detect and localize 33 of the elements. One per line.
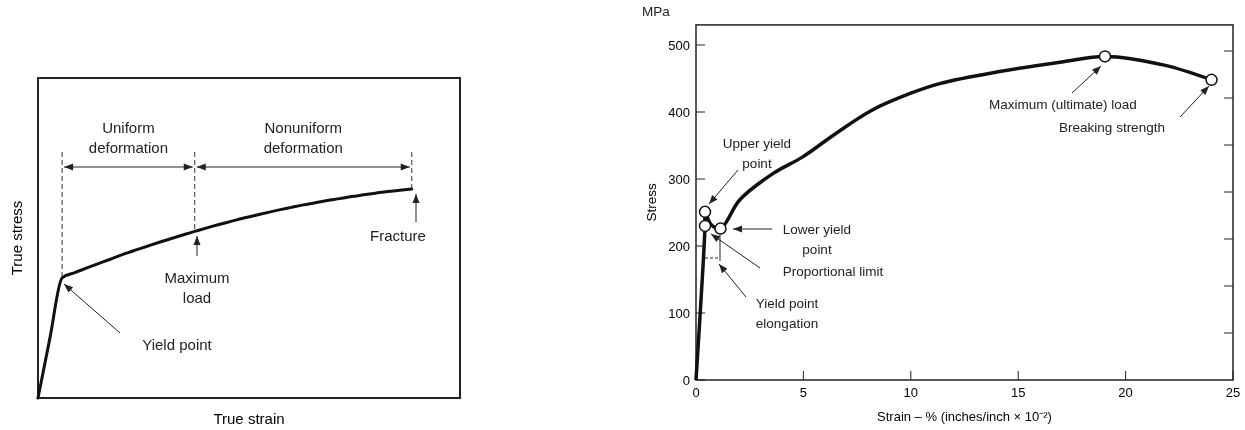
point	[698, 219, 712, 233]
x-tick-label: 25	[1225, 385, 1241, 400]
x-tick-label: 10	[903, 385, 919, 400]
annotation: Yield point elongation	[755, 296, 819, 331]
x-tick-label: 15	[1010, 385, 1026, 400]
text: Nonuniform deformation	[263, 119, 343, 156]
y-axis-title: True stress	[8, 200, 25, 276]
y-axis-title: Stress	[644, 183, 659, 222]
y-tick-label: 0	[682, 373, 690, 388]
annotation: Maximum (ultimate) load	[989, 97, 1137, 112]
point	[714, 222, 727, 235]
y-tick-label: 400	[668, 105, 690, 120]
annotation: Maximum load	[164, 269, 230, 306]
annotation: Breaking strength	[1059, 120, 1165, 135]
y-tick-label: 200	[668, 239, 690, 254]
x-tick-label: 20	[1118, 385, 1133, 400]
x-tick-label: 0	[692, 385, 700, 400]
x-axis-title: True strain	[213, 410, 285, 427]
point	[1098, 50, 1112, 63]
annotation: Upper yield point	[722, 136, 792, 171]
annotation: Proportional limit	[782, 264, 884, 279]
y-tick-label: 500	[668, 38, 690, 53]
y-tick-label: 100	[668, 306, 690, 321]
point	[698, 205, 712, 219]
x-tick-label: 5	[799, 385, 808, 400]
annotation: Fracture	[370, 227, 426, 244]
text: MPa	[642, 4, 671, 19]
point	[1205, 73, 1218, 87]
annotation: Lower yield point	[782, 222, 852, 257]
text: Uniform deformation	[88, 119, 169, 156]
y-tick-label: 300	[668, 172, 690, 187]
x-axis-title: Strain – % (inches/inch × 10⁻²)	[877, 409, 1052, 424]
annotation: Yield point	[142, 336, 213, 353]
